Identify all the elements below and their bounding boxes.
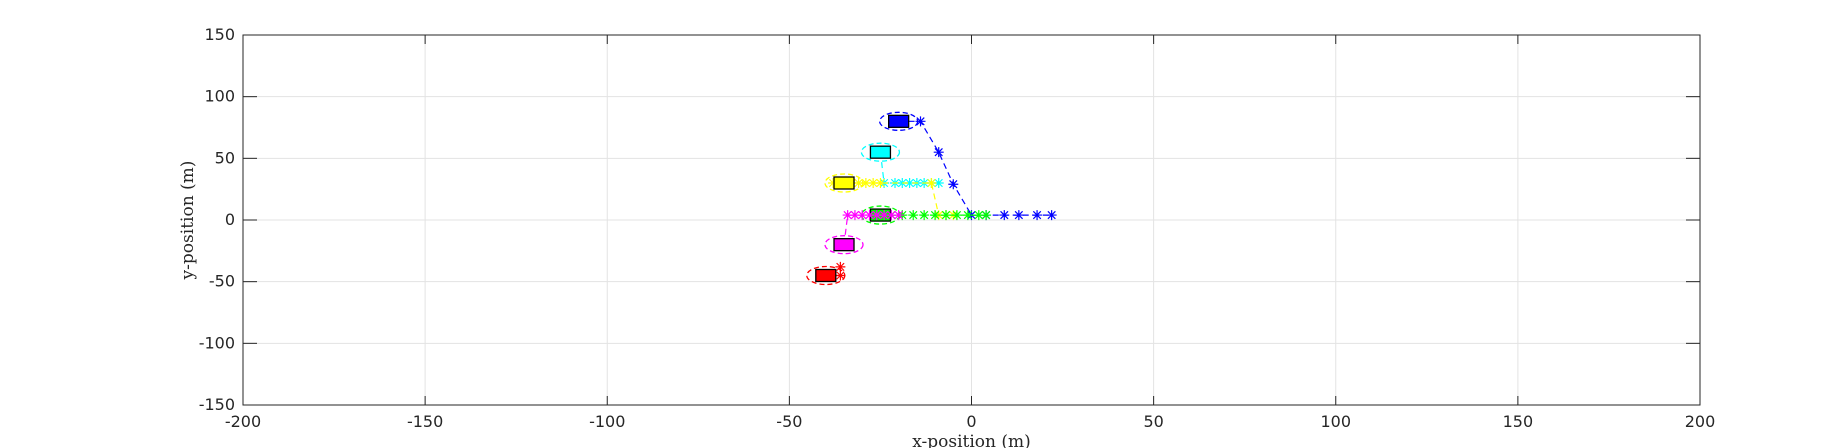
vehicle-ellipse [860,142,901,162]
y-tick-label: -50 [209,272,235,291]
y-axis-label: y-position (m) [178,161,198,281]
vehicle-ellipse [879,111,919,131]
trajectory-point [926,178,937,188]
trajectory-point [948,179,959,190]
trajectory-point [933,147,944,158]
trajectory-point [849,210,860,221]
trajectory-point [919,210,930,221]
vehicle-marker [833,238,855,252]
y-tick-label: 50 [215,148,235,167]
vehicle-series [824,173,959,221]
trajectory-point [871,210,882,221]
trajectory-point [951,210,962,221]
trajectory-point [860,178,871,188]
trajectory-point [1032,210,1043,221]
trajectory-point [828,178,839,188]
x-axis-label: x-position (m) [912,432,1031,448]
x-tick-label: 0 [966,412,976,431]
trajectory-point [981,210,992,221]
trajectory-point [941,210,952,221]
x-tick-label: 50 [1143,412,1163,431]
trajectory-point [857,210,868,221]
trajectory-point [879,210,890,221]
trajectory-point [915,116,926,127]
x-tick-label: -100 [589,412,625,431]
plot-data [806,111,1057,286]
trajectory-point [853,178,864,188]
trajectory-point [930,210,941,221]
trajectory-point [875,178,886,188]
x-tick-label: 100 [1320,412,1351,431]
vehicle-ellipse [824,173,864,193]
vehicle-marker [815,268,837,283]
y-tick-label: 100 [204,87,235,106]
trajectory-point [999,210,1010,221]
vehicle-series [806,261,846,286]
x-tick-label: -50 [776,412,802,431]
trajectory-point [893,210,904,221]
x-tick-label: -150 [407,412,443,431]
trajectory-point [886,210,897,221]
trajectory-point [908,210,919,221]
x-tick-label: 200 [1685,412,1716,431]
vehicle-marker [888,114,910,128]
trajectory-point [973,210,984,221]
trajectory-point [1046,210,1057,221]
trajectory-line [898,120,1052,216]
vehicle-ellipse [824,235,864,255]
trajectory-point [842,210,853,221]
y-tick-label: 150 [204,25,235,44]
trajectory-point [868,178,879,188]
x-tick-label: -200 [225,412,261,431]
trajectory-point [904,178,915,188]
trajectory-point [1013,210,1024,221]
vehicle-marker [833,176,855,190]
trajectory-point [835,261,846,272]
trajectory-point [933,178,944,188]
trajectory-point [864,210,875,221]
trajectory-point [835,270,846,281]
vehicle-marker [869,145,892,159]
x-tick-label: 150 [1503,412,1534,431]
vehicle-ellipse [806,265,846,286]
trajectory-point [962,210,973,221]
vehicle-series [879,111,1057,221]
plot-frame [242,34,1701,406]
y-tick-label: 0 [225,210,235,229]
vehicle-series [824,210,904,255]
tick-labels: -200 -150 -100 -50 0 50 100 150 200-150-100-5005… [199,25,1716,431]
y-tick-label: -100 [199,333,235,352]
y-tick-label: -150 [199,395,235,414]
